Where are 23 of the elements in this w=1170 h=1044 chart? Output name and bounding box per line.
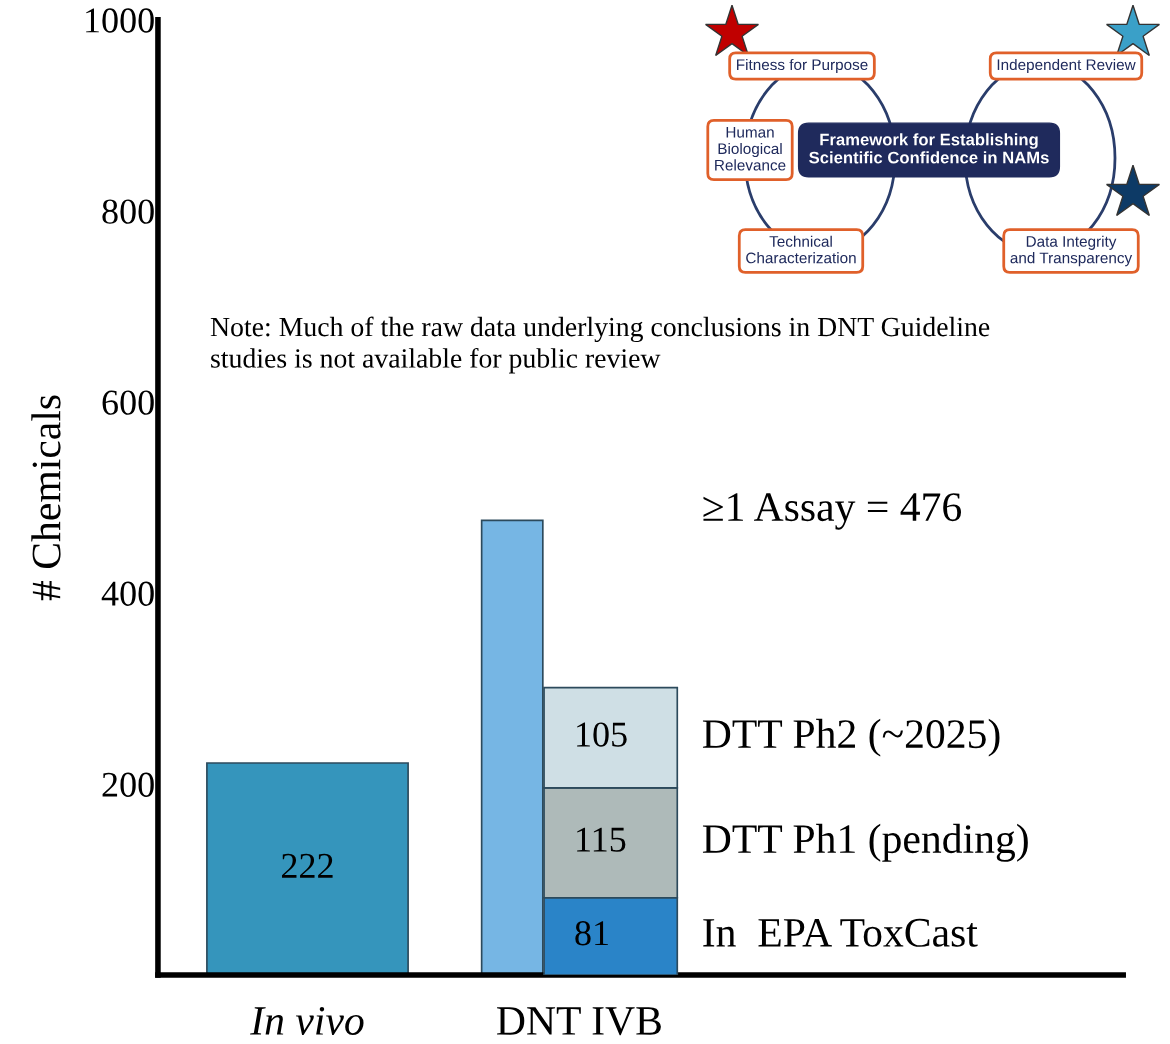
text: ≥1 Assay = 476 bbox=[703, 493, 962, 530]
data-label: 115 bbox=[577, 827, 626, 852]
data-label: 222 bbox=[282, 853, 333, 878]
text: Framework for Establishing Scientific Confidence in NAMs bbox=[809, 133, 1049, 164]
text: Fitness for Purpose bbox=[737, 58, 868, 74]
data-label: 81 bbox=[575, 921, 608, 946]
annotation: Note: Much of the raw data underlying conclusions in DNT Guideline studies is not available for public review bbox=[210, 316, 990, 374]
series-label: In EPA ToxCast bbox=[703, 918, 978, 947]
text: Data Integrity and Transparency bbox=[1010, 235, 1133, 267]
series-label: DTT Ph2 (~2025) bbox=[702, 718, 1000, 757]
y-axis-title: # Chemicals bbox=[31, 395, 61, 601]
x-tick-label: In vivo bbox=[250, 1006, 364, 1035]
data-label: 105 bbox=[577, 722, 627, 747]
text: Technical Characterization bbox=[746, 235, 856, 264]
y-tick-label: 600 bbox=[102, 390, 154, 415]
y-tick-label: 200 bbox=[102, 772, 154, 797]
text: Independent Review bbox=[997, 58, 1136, 74]
x-tick-label: DNT IVB bbox=[497, 1007, 661, 1036]
text: Human Biological Relevance bbox=[715, 126, 786, 171]
series-label: DTT Ph1 (pending) bbox=[702, 823, 1028, 862]
y-tick-label: 400 bbox=[101, 581, 154, 606]
y-tick-label: 1000 bbox=[86, 8, 154, 33]
y-tick-label: 800 bbox=[102, 199, 154, 224]
